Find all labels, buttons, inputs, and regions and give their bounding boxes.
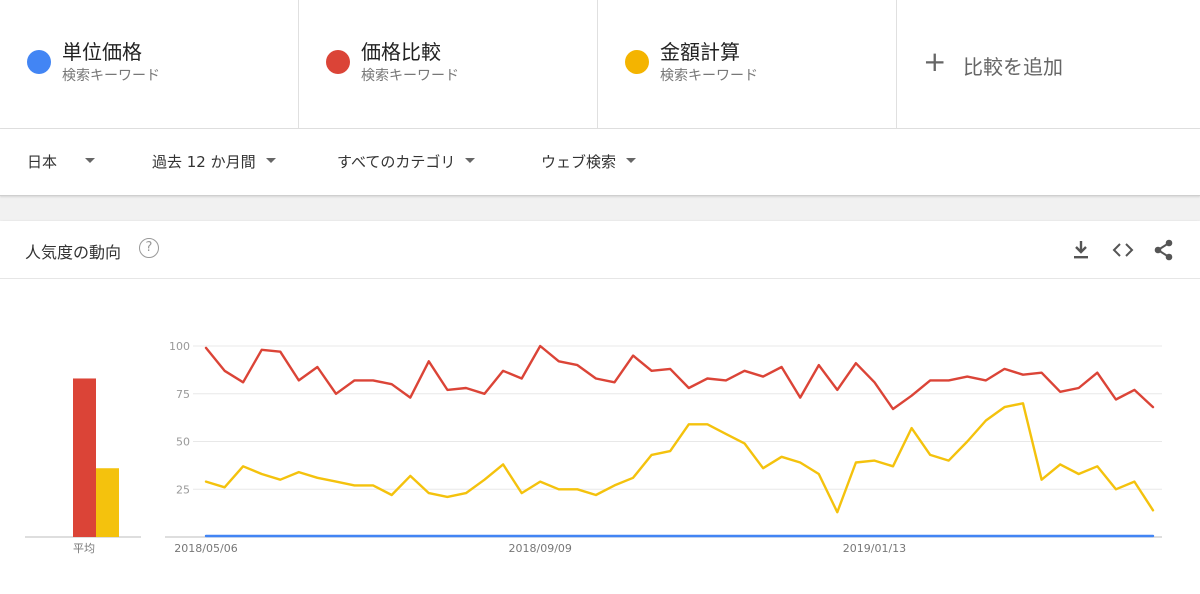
average-label: 平均 — [73, 542, 95, 555]
search-type-label: ウェブ検索 — [541, 153, 617, 171]
y-tick-label: 50 — [176, 436, 190, 449]
add-comparison-label: 比較を追加 — [963, 55, 1063, 79]
term-color-dot-1 — [27, 50, 51, 74]
term-card-2[interactable]: 価格比較 検索キーワード — [299, 0, 598, 128]
term-type-1: 検索キーワード — [62, 68, 160, 84]
term-name-2: 価格比較 — [361, 40, 441, 64]
average-bar — [96, 468, 119, 537]
y-tick-label: 75 — [176, 388, 190, 401]
card-header: 人気度の動向 ? — [0, 221, 1200, 279]
x-axis-tick-labels: 2018/05/06 2018/09/09 2019/01/13 — [174, 542, 906, 555]
card-title: 人気度の動向 — [25, 243, 122, 262]
chevron-down-icon — [626, 158, 637, 163]
series-line — [204, 344, 1155, 411]
term-name-3: 金額計算 — [660, 40, 740, 64]
chart-gridlines — [165, 345, 1162, 538]
share-icon[interactable] — [1153, 239, 1175, 261]
term-card-1[interactable]: 単位価格 検索キーワード — [0, 0, 299, 128]
filter-bar: 日本 過去 12 か月間 すべてのカテゴリ ウェブ検索 — [0, 129, 1200, 196]
interest-over-time-card: 人気度の動向 ? 100 75 50 25 2018/05/06 2018/09/09 2… — [0, 221, 1200, 594]
term-color-dot-3 — [625, 50, 649, 74]
interest-chart: 100 75 50 25 2018/05/06 2018/09/09 2019/01/13… — [25, 340, 1162, 555]
x-tick-label: 2018/05/06 — [174, 542, 237, 555]
x-tick-label: 2018/09/09 — [509, 542, 572, 555]
y-tick-label: 25 — [176, 483, 190, 496]
period-dropdown[interactable]: 過去 12 か月間 — [152, 151, 276, 172]
term-name-1: 単位価格 — [62, 40, 142, 64]
x-tick-label: 2019/01/13 — [843, 542, 906, 555]
average-bar — [73, 378, 96, 537]
download-icon[interactable] — [1071, 239, 1091, 261]
plus-icon: + — [923, 45, 947, 78]
y-axis-tick-labels: 100 75 50 25 — [169, 340, 190, 496]
region-label: 日本 — [27, 153, 58, 171]
chart-series-lines — [204, 344, 1155, 538]
chevron-down-icon — [265, 158, 276, 163]
chevron-down-icon — [85, 158, 96, 163]
category-label: すべてのカテゴリ — [337, 153, 456, 171]
average-bars: 平均 — [25, 378, 141, 555]
period-label: 過去 12 か月間 — [152, 153, 256, 171]
term-type-2: 検索キーワード — [361, 68, 459, 84]
y-tick-label: 100 — [169, 340, 190, 353]
term-type-3: 検索キーワード — [660, 68, 758, 84]
help-icon[interactable]: ? — [139, 238, 159, 258]
series-line — [204, 402, 1155, 514]
term-card-3[interactable]: 金額計算 検索キーワード — [598, 0, 897, 128]
search-type-dropdown[interactable]: ウェブ検索 — [541, 151, 637, 172]
category-dropdown[interactable]: すべてのカテゴリ — [337, 151, 476, 172]
embed-icon[interactable] — [1112, 239, 1134, 261]
region-dropdown[interactable]: 日本 — [27, 151, 96, 172]
add-comparison-button[interactable]: + 比較を追加 — [897, 0, 1200, 128]
term-color-dot-2 — [326, 50, 350, 74]
chevron-down-icon — [465, 158, 476, 163]
search-terms-bar: 単位価格 検索キーワード 価格比較 検索キーワード 金額計算 検索キーワード +… — [0, 0, 1200, 129]
